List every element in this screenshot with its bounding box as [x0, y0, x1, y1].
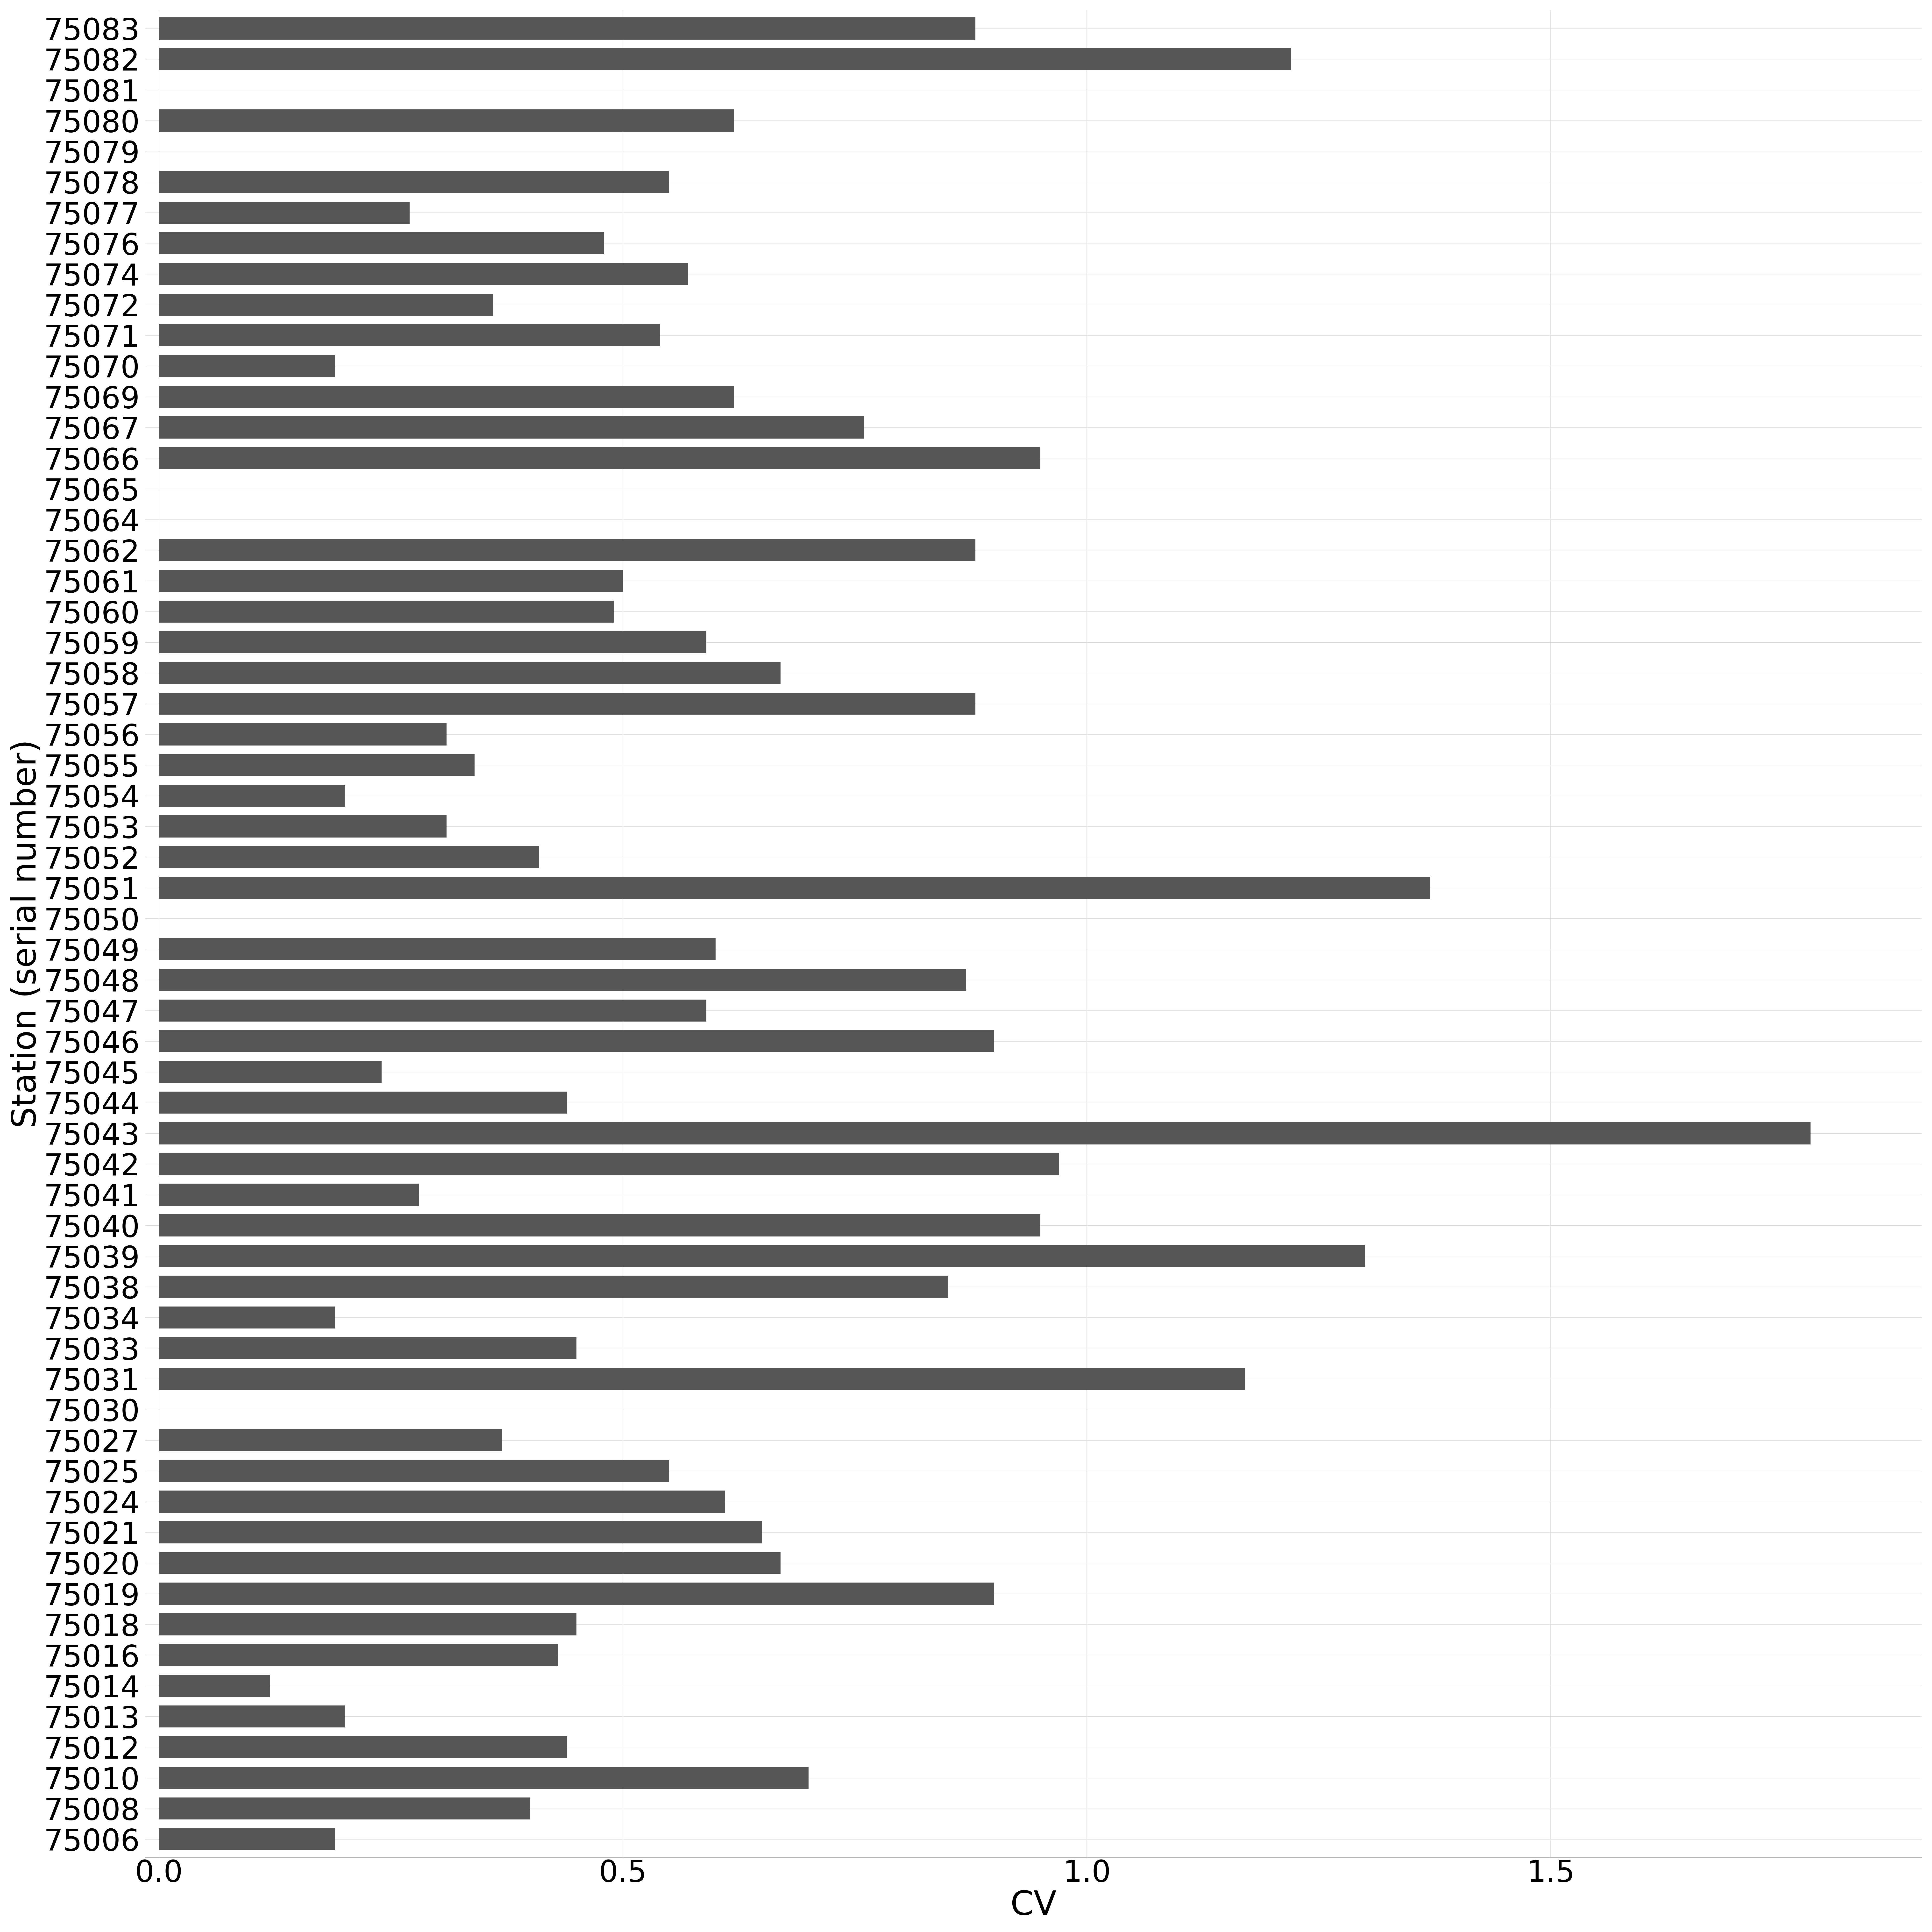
- Bar: [158, 1613, 576, 1634]
- Bar: [158, 446, 1041, 469]
- Bar: [158, 48, 1291, 70]
- Bar: [158, 294, 493, 315]
- Bar: [158, 601, 614, 622]
- Bar: [158, 1184, 419, 1206]
- Bar: [158, 263, 688, 286]
- Bar: [158, 1122, 1810, 1144]
- Bar: [158, 1675, 270, 1696]
- Bar: [158, 1368, 1244, 1389]
- Bar: [158, 1337, 576, 1360]
- Bar: [158, 570, 622, 591]
- Bar: [158, 355, 336, 377]
- Bar: [158, 1766, 808, 1789]
- Bar: [158, 417, 864, 439]
- Bar: [158, 846, 539, 867]
- Bar: [158, 692, 976, 715]
- Bar: [158, 1275, 949, 1298]
- Bar: [158, 17, 976, 39]
- Bar: [158, 325, 661, 346]
- Bar: [158, 170, 668, 193]
- Bar: [158, 1153, 1059, 1175]
- Y-axis label: Station (serial number): Station (serial number): [10, 740, 43, 1128]
- Bar: [158, 1797, 529, 1820]
- Bar: [158, 1520, 761, 1544]
- Bar: [158, 110, 734, 131]
- Bar: [158, 201, 410, 224]
- Bar: [158, 1215, 1041, 1236]
- Bar: [158, 632, 707, 653]
- Bar: [158, 784, 344, 808]
- Bar: [158, 815, 446, 837]
- Bar: [158, 999, 707, 1022]
- Bar: [158, 723, 446, 746]
- Bar: [158, 1582, 995, 1605]
- Bar: [158, 1492, 724, 1513]
- Bar: [158, 1461, 668, 1482]
- Bar: [158, 1706, 344, 1727]
- Bar: [158, 1030, 995, 1053]
- Bar: [158, 1061, 383, 1084]
- Bar: [158, 1644, 558, 1665]
- Bar: [158, 1737, 568, 1758]
- Bar: [158, 968, 966, 991]
- Bar: [158, 386, 734, 408]
- Bar: [158, 663, 781, 684]
- Bar: [158, 232, 605, 255]
- X-axis label: CV: CV: [1010, 1889, 1057, 1922]
- Bar: [158, 753, 475, 777]
- Bar: [158, 539, 976, 562]
- Bar: [158, 877, 1430, 898]
- Bar: [158, 1306, 336, 1329]
- Bar: [158, 1092, 568, 1113]
- Bar: [158, 1244, 1366, 1267]
- Bar: [158, 1551, 781, 1575]
- Bar: [158, 1828, 336, 1851]
- Bar: [158, 1430, 502, 1451]
- Bar: [158, 939, 715, 960]
